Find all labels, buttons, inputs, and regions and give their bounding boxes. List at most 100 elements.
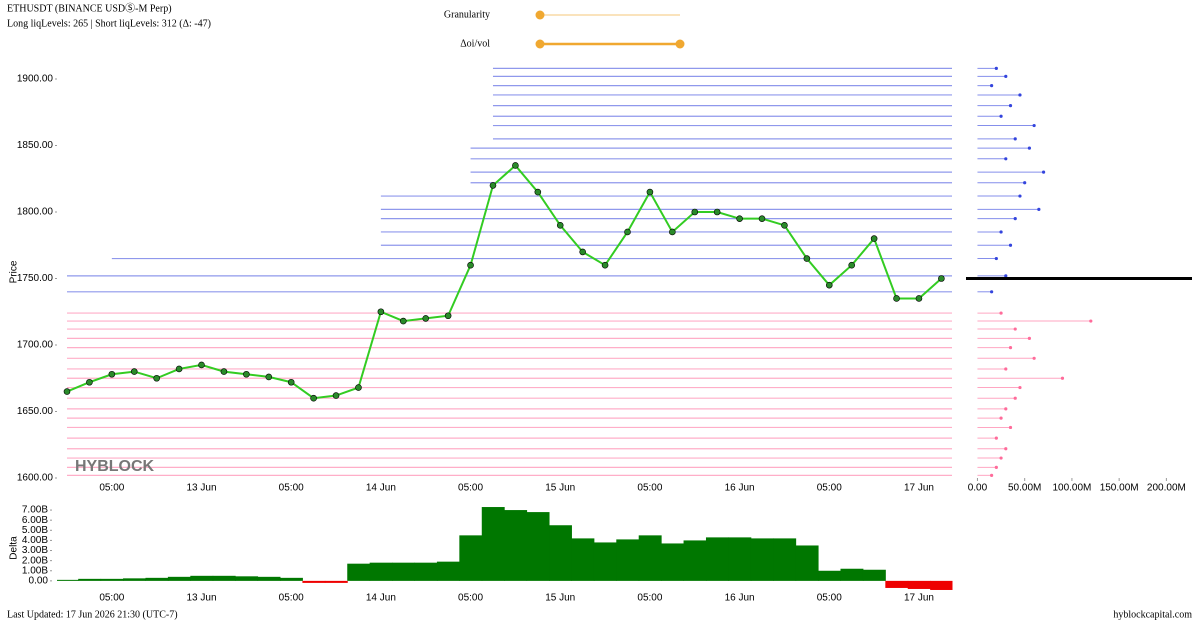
delta-bar xyxy=(459,535,483,581)
delta-bar xyxy=(930,580,953,590)
price-point xyxy=(870,235,878,242)
price-point xyxy=(86,378,93,386)
x-tick-label: 05:00 xyxy=(458,593,483,604)
delta-bar xyxy=(705,537,729,581)
y-tick-label: 1.00B xyxy=(22,565,48,576)
liq-amount-dot xyxy=(1027,336,1032,340)
price-point xyxy=(512,162,519,169)
y-tick-label: 1900.00 xyxy=(17,74,54,85)
x-tick-label: 15 Jun xyxy=(545,593,575,604)
watermark: HYBLOCK xyxy=(75,458,155,475)
subtitle: Long liqLevels: 265 | Short liqLevels: 3… xyxy=(7,18,211,29)
delta-bar xyxy=(728,537,752,581)
liq-amount-dot xyxy=(1032,123,1036,128)
x-tick-label: 17 Jun xyxy=(904,483,934,494)
delta-bar xyxy=(436,561,460,581)
x-tick-label: 13 Jun xyxy=(187,483,217,494)
slider-handle[interactable] xyxy=(535,39,545,49)
price-point xyxy=(848,261,856,269)
delta-bar xyxy=(481,507,505,581)
x2-tick-label: 200.00M xyxy=(1147,483,1186,494)
liq-amount-dot xyxy=(994,256,998,261)
liq-amount-dot xyxy=(1037,207,1041,211)
delta-bar xyxy=(504,510,528,581)
delta-bar xyxy=(638,535,662,581)
x-tick-label: 05:00 xyxy=(637,483,662,494)
x-tick-label: 05:00 xyxy=(99,483,124,494)
price-point xyxy=(938,275,945,282)
price-point xyxy=(646,188,654,196)
price-point xyxy=(243,370,250,378)
slider-handle[interactable] xyxy=(675,39,685,49)
price-point xyxy=(198,361,205,369)
y-tick-label: 1700.00 xyxy=(17,340,54,351)
delta-bar xyxy=(324,580,348,583)
price-point xyxy=(579,248,586,256)
price-point xyxy=(713,208,721,216)
price-point xyxy=(467,261,474,269)
last-updated: Last Updated: 17 Jun 2026 21:30 (UTC-7) xyxy=(7,609,178,620)
y-tick-label: 1850.00 xyxy=(17,140,54,151)
x2-tick-label: 50.00M xyxy=(1008,483,1041,494)
delta-bar xyxy=(279,577,303,581)
liq-amount-dot xyxy=(1013,396,1017,400)
delta-bar xyxy=(885,580,909,588)
delta-bar xyxy=(526,512,550,581)
price-point xyxy=(736,215,743,222)
liq-amount-dot xyxy=(994,66,998,70)
y-tick-label: 2.00B xyxy=(22,555,48,566)
liq-amount-dot xyxy=(1032,356,1036,360)
liq-amount-dot xyxy=(1041,170,1046,174)
price-point xyxy=(534,188,542,196)
y-tick-label: 1800.00 xyxy=(17,207,54,218)
delta-bar xyxy=(235,576,259,581)
delta-bar xyxy=(78,578,102,581)
delta-bar xyxy=(414,562,438,581)
y-tick-label: 4.00B xyxy=(22,535,48,546)
y-axis-title: Delta xyxy=(9,536,20,560)
price-point xyxy=(399,317,407,325)
liq-amount-dot xyxy=(999,230,1003,234)
price-point xyxy=(489,182,497,189)
delta-bar xyxy=(616,539,640,581)
liq-amount-dot xyxy=(1018,93,1022,97)
price-point xyxy=(624,228,631,236)
liq-amount-dot xyxy=(1018,385,1022,390)
liq-amount-dot xyxy=(990,290,994,294)
x-tick-label: 05:00 xyxy=(637,593,662,604)
liq-amount-dot xyxy=(994,465,998,469)
y-tick-label: 1650.00 xyxy=(17,406,54,417)
liq-amount-dot xyxy=(999,456,1003,460)
liq-amount-dot xyxy=(1004,447,1008,451)
delta-bar xyxy=(347,563,371,581)
price-point xyxy=(758,215,766,222)
delta-bar xyxy=(593,542,617,581)
delta-bar xyxy=(57,579,79,581)
delta-bar xyxy=(795,545,819,581)
liq-amount-dot xyxy=(1027,146,1032,150)
liq-amount-dot xyxy=(990,473,994,477)
price-point xyxy=(422,315,430,322)
liq-amount-dot xyxy=(1004,157,1008,161)
delta-bar xyxy=(369,562,393,581)
liq-amount-dot xyxy=(990,84,994,88)
slider-label: Granularity xyxy=(444,9,490,20)
liq-amount-dot xyxy=(999,311,1003,315)
liq-amount-dot xyxy=(1089,319,1093,323)
y-tick-label: 5.00B xyxy=(22,525,48,536)
x-tick-label: 05:00 xyxy=(99,593,124,604)
price-point xyxy=(265,373,273,381)
price-point xyxy=(332,392,340,399)
x-tick-label: 16 Jun xyxy=(725,483,755,494)
liq-amount-dot xyxy=(1013,327,1017,331)
x-tick-label: 13 Jun xyxy=(187,593,217,604)
x2-tick-label: 150.00M xyxy=(1100,483,1139,494)
slider-handle[interactable] xyxy=(535,10,545,20)
slider-label: Δoi/vol xyxy=(460,38,490,49)
price-point xyxy=(781,222,788,229)
price-point xyxy=(130,368,138,375)
x-tick-label: 14 Jun xyxy=(366,593,396,604)
liq-amount-dot xyxy=(1004,407,1008,411)
x2-tick-label: 0.00 xyxy=(968,483,988,494)
